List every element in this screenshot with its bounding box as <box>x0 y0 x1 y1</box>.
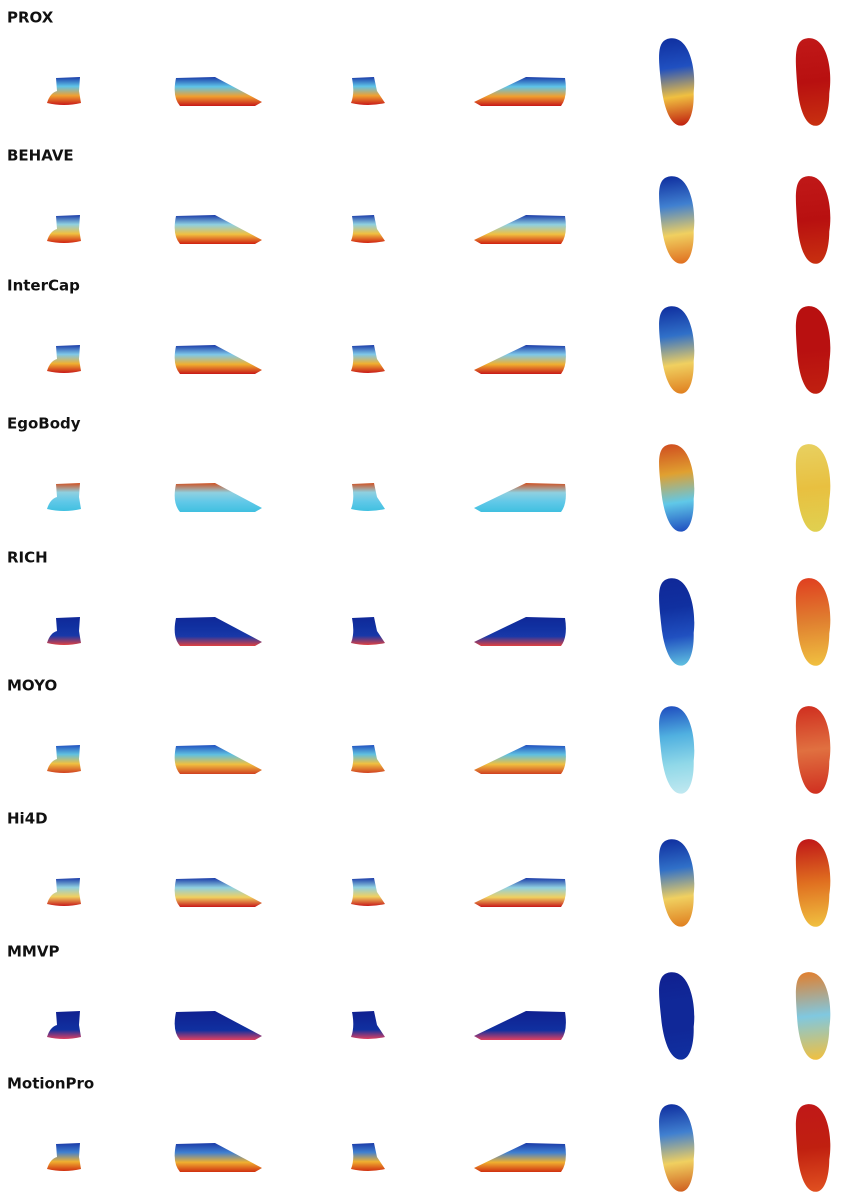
row-label: PROX <box>7 9 54 27</box>
top-view <box>659 839 695 927</box>
front-view <box>47 745 81 773</box>
row-label: InterCap <box>7 277 80 295</box>
front-view <box>47 215 81 243</box>
top-view <box>659 578 695 666</box>
front-view <box>47 1011 81 1039</box>
side-view-mirrored <box>474 483 566 512</box>
side-view <box>174 745 262 774</box>
side-view-mirrored <box>474 745 566 774</box>
back-view <box>351 77 385 105</box>
side-view-mirrored <box>474 215 566 244</box>
side-view <box>174 77 262 106</box>
front-view <box>47 483 81 511</box>
top-view <box>659 972 695 1060</box>
top-view <box>659 1104 695 1192</box>
row-label: RICH <box>7 549 48 567</box>
top-view <box>659 706 695 794</box>
front-view <box>47 1143 81 1171</box>
sole-view <box>795 839 831 927</box>
row-label: MotionPro <box>7 1075 94 1093</box>
side-view-mirrored <box>474 617 566 646</box>
row-label: BEHAVE <box>7 147 74 165</box>
back-view <box>351 483 385 511</box>
back-view <box>351 1011 385 1039</box>
sole-view <box>795 578 831 666</box>
side-view <box>174 215 262 244</box>
back-view <box>351 1143 385 1171</box>
row-label: Hi4D <box>7 810 48 828</box>
side-view <box>174 483 262 512</box>
front-view <box>47 617 81 645</box>
top-view <box>659 38 695 126</box>
row-label: MOYO <box>7 677 57 695</box>
back-view <box>351 617 385 645</box>
top-view <box>659 306 695 394</box>
side-view <box>174 1143 262 1172</box>
front-view <box>47 345 81 373</box>
back-view <box>351 345 385 373</box>
sole-view <box>795 444 831 532</box>
sole-view <box>795 176 831 264</box>
side-view-mirrored <box>474 1011 566 1040</box>
front-view <box>47 878 81 906</box>
row-label: EgoBody <box>7 415 81 433</box>
back-view <box>351 215 385 243</box>
side-view-mirrored <box>474 878 566 907</box>
sole-view <box>795 706 831 794</box>
side-view-mirrored <box>474 1143 566 1172</box>
side-view <box>174 878 262 907</box>
side-view <box>174 1011 262 1040</box>
sole-view <box>795 38 831 126</box>
top-view <box>659 176 695 264</box>
side-view-mirrored <box>474 345 566 374</box>
sole-view <box>795 1104 831 1192</box>
sole-view <box>795 306 831 394</box>
side-view <box>174 617 262 646</box>
sole-view <box>795 972 831 1060</box>
top-view <box>659 444 695 532</box>
back-view <box>351 878 385 906</box>
side-view-mirrored <box>474 77 566 106</box>
back-view <box>351 745 385 773</box>
side-view <box>174 345 262 374</box>
row-label: MMVP <box>7 943 59 961</box>
front-view <box>47 77 81 105</box>
